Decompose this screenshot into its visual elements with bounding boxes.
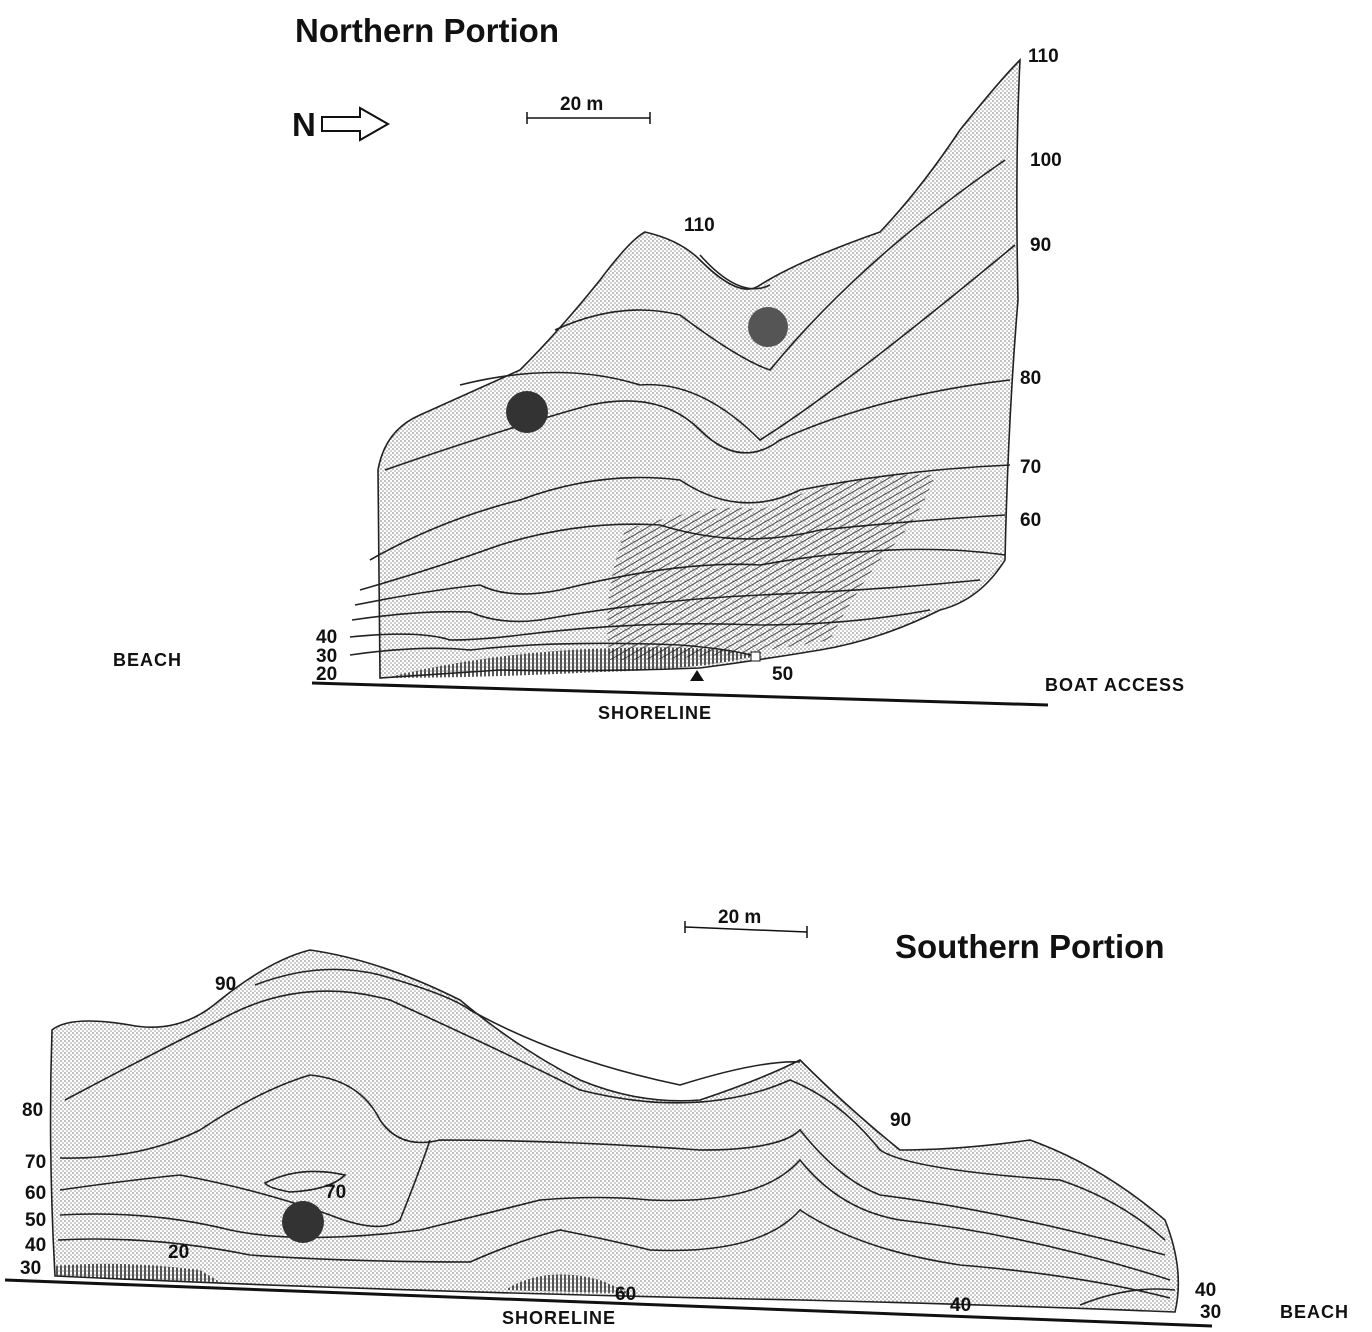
contour-label: 50 bbox=[25, 1210, 46, 1231]
contour-label: 60 bbox=[1020, 510, 1041, 531]
beach-label: BEACH bbox=[1280, 1302, 1349, 1322]
contour-label: 90 bbox=[890, 1110, 911, 1131]
contour-label: 20 bbox=[168, 1242, 189, 1263]
contour-label: 60 bbox=[615, 1284, 636, 1305]
contour-label: 40 bbox=[316, 627, 337, 648]
square-marker bbox=[751, 652, 760, 661]
contour-label: 40 bbox=[950, 1295, 971, 1316]
contour-label: 70 bbox=[1020, 457, 1041, 478]
contour-label: 110 bbox=[684, 215, 715, 236]
site-map: Northern Portion N 20 m 110 100 90 80 70… bbox=[0, 0, 1372, 1332]
north-label: N bbox=[292, 106, 316, 143]
contour-label: 90 bbox=[215, 974, 236, 995]
contour-label: 30 bbox=[1200, 1302, 1221, 1323]
dark-feature bbox=[506, 391, 548, 433]
contour-label: 40 bbox=[1195, 1280, 1216, 1301]
contour-label: 60 bbox=[25, 1183, 46, 1204]
contour-label: 110 bbox=[1028, 46, 1059, 67]
contour-label: 100 bbox=[1030, 150, 1062, 171]
map-title: Southern Portion bbox=[895, 928, 1164, 965]
contour-label: 50 bbox=[772, 664, 793, 685]
shoreline-label: SHORELINE bbox=[502, 1308, 616, 1328]
scale-label: 20 m bbox=[560, 94, 603, 115]
boat-access-label: BOAT ACCESS bbox=[1045, 675, 1185, 695]
scale-label: 20 m bbox=[718, 907, 761, 928]
contour-label: 80 bbox=[1020, 368, 1041, 389]
southern-map: 20 m Southern Portion 90 80 70 60 50 40 … bbox=[5, 907, 1349, 1328]
map-title: Northern Portion bbox=[295, 12, 559, 49]
wavy-feature bbox=[748, 307, 788, 347]
north-arrow bbox=[322, 108, 388, 140]
terrain bbox=[51, 950, 1179, 1312]
contour-label: 70 bbox=[25, 1152, 46, 1173]
northern-map: Northern Portion N 20 m 110 100 90 80 70… bbox=[113, 12, 1185, 723]
contour-label: 20 bbox=[316, 664, 337, 685]
shoreline-label: SHORELINE bbox=[598, 703, 712, 723]
contour-label: 40 bbox=[25, 1235, 46, 1256]
triangle-marker bbox=[690, 670, 704, 681]
contour-label: 70 bbox=[325, 1182, 346, 1203]
contour-label: 80 bbox=[22, 1100, 43, 1121]
contour-label: 30 bbox=[20, 1258, 41, 1279]
shoreline-line bbox=[312, 683, 1048, 705]
dark-feature bbox=[282, 1201, 324, 1243]
contour-label: 90 bbox=[1030, 235, 1051, 256]
beach-label: BEACH bbox=[113, 650, 182, 670]
